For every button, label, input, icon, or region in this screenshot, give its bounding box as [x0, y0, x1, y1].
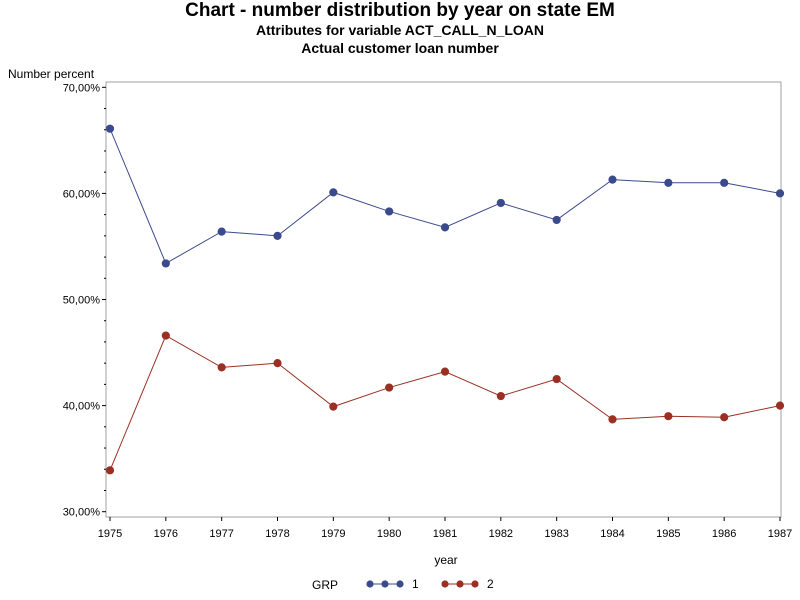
series-1-point	[496, 198, 505, 208]
chart-title: Chart - number distribution by year on s…	[185, 0, 615, 21]
series-2-point	[496, 391, 505, 401]
x-tick-label: 1985	[656, 528, 680, 540]
legend-swatch-marker-2	[471, 580, 479, 588]
y-axis-label: Number percent	[8, 67, 95, 81]
series-2-point	[161, 331, 170, 340]
series-1-point	[440, 223, 450, 232]
series-2-point	[608, 415, 617, 424]
series-2-point	[105, 466, 115, 475]
series-1-point	[105, 124, 115, 133]
series-1-point	[608, 175, 617, 184]
legend-label-1: 1	[412, 577, 419, 591]
x-tick-label: 1978	[265, 528, 289, 540]
series-1-point	[664, 178, 673, 187]
legend-swatch-marker-2	[456, 580, 464, 588]
x-tick-label: 1977	[209, 528, 233, 540]
legend-swatch-marker-1	[396, 580, 404, 588]
legend-swatch-marker-2	[441, 580, 449, 588]
series-1-line	[109, 128, 781, 265]
legend-swatch-marker-1	[381, 580, 389, 588]
series-2-point	[664, 412, 673, 421]
y-tick-label: 60,00%	[63, 188, 101, 200]
x-tick-label: 1986	[712, 528, 736, 540]
series-1-point	[273, 231, 282, 240]
series-1-point	[552, 215, 561, 225]
y-tick-label: 40,00%	[63, 401, 101, 413]
series-2-point	[440, 367, 450, 376]
chart-subtitle: Attributes for variable ACT_CALL_N_LOAN	[255, 22, 545, 38]
y-tick-label: 50,00%	[63, 295, 101, 307]
series-2-point	[273, 359, 282, 368]
series-1-point	[775, 189, 785, 198]
series-2-point	[385, 383, 394, 392]
x-tick-label: 1984	[600, 528, 624, 540]
x-tick-label: 1987	[768, 528, 792, 540]
series-1-point	[329, 188, 338, 197]
legend-swatch-marker-1	[366, 580, 374, 588]
legend-title: GRP	[312, 578, 338, 592]
series-2-line	[109, 334, 781, 471]
x-tick-label: 1982	[489, 528, 513, 540]
series-2-point	[217, 363, 226, 372]
legend-label-2: 2	[487, 577, 494, 591]
series-2-point	[552, 374, 561, 384]
series-2-point	[720, 413, 729, 422]
series-2-point	[775, 401, 785, 410]
x-tick-label: 1976	[154, 528, 178, 540]
x-tick-label: 1983	[544, 528, 568, 540]
series-1-point	[720, 178, 729, 187]
x-tick-label: 1981	[433, 528, 457, 540]
y-tick-label: 30,00%	[63, 507, 101, 519]
x-tick-label: 1980	[377, 528, 401, 540]
x-tick-label: 1979	[321, 528, 345, 540]
series-2-point	[329, 402, 338, 411]
x-tick-label: 1975	[98, 528, 122, 540]
chart-subtitle-2: Actual customer loan number	[301, 40, 499, 56]
series-1-point	[217, 227, 226, 236]
x-axis-label: year	[434, 553, 457, 567]
series-1-point	[161, 259, 170, 268]
plot-frame	[105, 81, 782, 518]
y-tick-label: 70,00%	[63, 82, 101, 94]
series-1-point	[385, 207, 394, 216]
